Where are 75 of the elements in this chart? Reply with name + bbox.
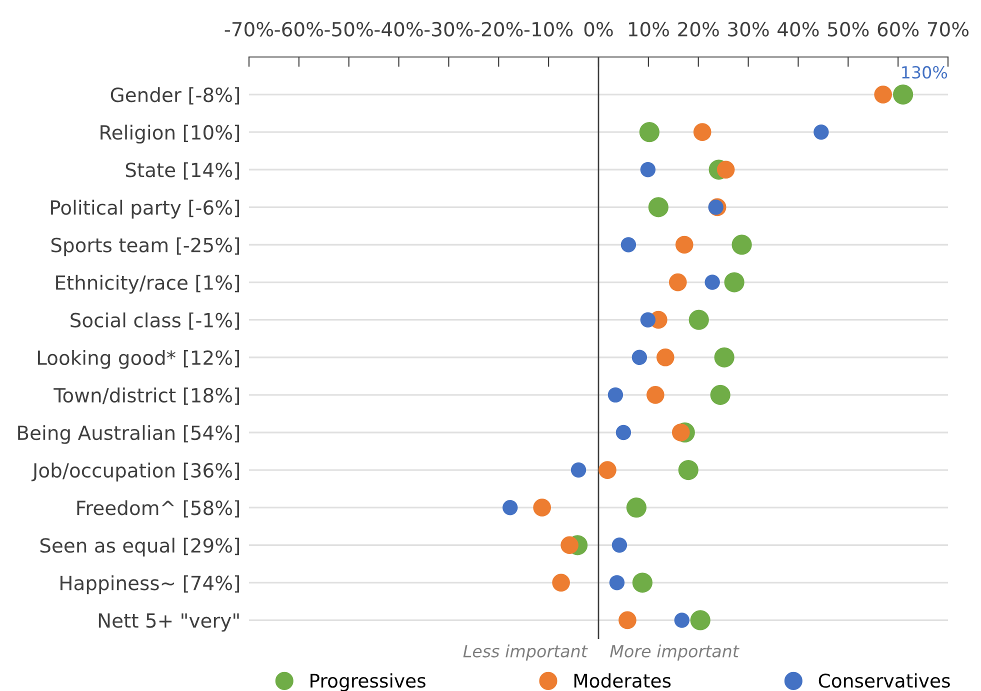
point <box>502 500 518 516</box>
point <box>678 460 698 480</box>
x-tick-label: -50% <box>324 22 373 37</box>
x-tick-label: -30% <box>424 22 473 37</box>
y-tick-label: Freedom^ [58%] <box>77 500 239 518</box>
x-tick-label: 70% <box>928 22 969 37</box>
x-tick-label: -40% <box>374 22 423 37</box>
point <box>708 200 724 215</box>
y-tick-label: Happiness~ [74%] <box>60 575 239 594</box>
y-tick-label: Sports team [-25%] <box>51 237 239 256</box>
point <box>609 575 625 590</box>
point <box>732 234 752 255</box>
x-tick-label: -60% <box>274 22 323 37</box>
point <box>656 348 674 366</box>
y-tick-label: State [14%] <box>126 162 239 180</box>
y-tick-label: Ethnicity/race [1%] <box>56 274 239 294</box>
point <box>640 312 656 328</box>
point <box>560 536 578 554</box>
point <box>690 610 710 630</box>
point <box>552 574 570 592</box>
point <box>612 538 628 553</box>
y-tick-label: Nett 5+ "very" <box>98 613 239 632</box>
x-tick-label: 60% <box>878 22 919 37</box>
x-tick-label: -10% <box>524 22 573 37</box>
point <box>693 123 712 142</box>
x-tick-label: -70% <box>224 22 274 37</box>
y-tick-label: Religion [10%] <box>100 124 239 144</box>
x-tick-label: 0% <box>584 22 613 37</box>
y-tick-label: Social class [-1%] <box>70 312 239 330</box>
point <box>672 424 690 442</box>
x-tick-label: 30% <box>728 22 769 37</box>
point <box>620 237 636 252</box>
point <box>598 461 616 479</box>
point <box>618 611 636 630</box>
point <box>688 310 709 330</box>
y-tick-label: Seen as equal [29%] <box>40 538 239 557</box>
x-tick-label: 20% <box>678 22 719 37</box>
point <box>716 160 735 179</box>
point <box>639 122 660 142</box>
point <box>646 386 664 404</box>
point <box>533 498 551 516</box>
y-tick-label: Job/occupation [36%] <box>31 462 239 482</box>
point <box>675 236 694 254</box>
point <box>674 612 690 628</box>
point <box>668 273 687 292</box>
x-tick-label: -20% <box>474 22 523 37</box>
y-tick-label: Gender [-8%] <box>110 87 239 104</box>
point <box>632 350 648 365</box>
legend-label: Conservatives <box>818 673 950 688</box>
point <box>632 572 652 593</box>
y-tick-label: Town/district [18%] <box>54 388 239 405</box>
point <box>710 384 730 405</box>
legend-label: Progressives <box>310 673 426 691</box>
x-tick-label: 40% <box>778 22 819 37</box>
point <box>608 387 624 403</box>
point <box>570 462 586 478</box>
text: More important <box>610 644 740 661</box>
point <box>893 84 914 105</box>
y-tick-label: Being Australian [54%] <box>18 425 239 444</box>
point <box>704 274 720 290</box>
point <box>648 197 668 218</box>
point <box>626 498 647 518</box>
point <box>814 124 829 140</box>
annotation: 130% <box>902 66 948 79</box>
legend-label: Moderates <box>574 673 671 688</box>
point <box>724 272 744 292</box>
point <box>616 424 632 440</box>
x-tick-label: 10% <box>628 22 669 37</box>
y-tick-label: Political party [-6%] <box>51 200 239 219</box>
point <box>874 86 892 104</box>
point <box>640 162 656 178</box>
y-tick-label: Looking good* [12%] <box>38 350 239 369</box>
point <box>714 347 734 368</box>
text: Less important <box>463 644 588 661</box>
x-tick-label: 50% <box>828 22 869 37</box>
